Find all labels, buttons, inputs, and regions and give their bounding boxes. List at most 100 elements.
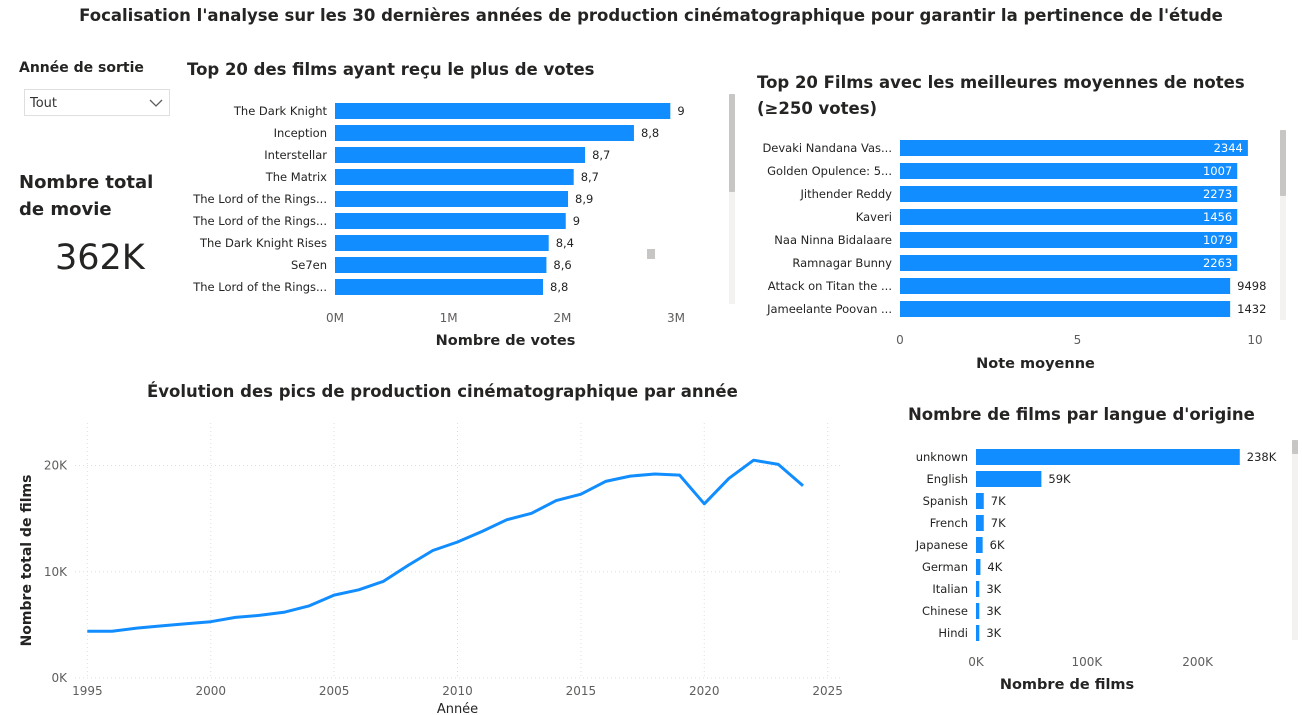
lang-bar (976, 603, 980, 619)
kpi-value: 362K (55, 238, 145, 278)
line-x-tick-label: 2025 (812, 684, 843, 698)
slicer-title: Année de sortie (19, 60, 144, 76)
lang-data-label: 238K (1247, 450, 1277, 464)
lang-data-label: 7K (991, 494, 1006, 508)
lang-x-axis-title: Nombre de films (1000, 677, 1134, 693)
ratings-category-label: Naa Ninna Bidalaare (774, 233, 892, 247)
ratings-x-tick-label: 5 (1074, 333, 1082, 347)
votes-scrollbar-thumb[interactable] (729, 94, 735, 192)
ratings-scroll-track[interactable] (1280, 130, 1286, 320)
ratings-data-label: 1007 (1203, 164, 1232, 178)
ratings-bar (900, 209, 1238, 225)
ratings-data-label: 1432 (1237, 302, 1266, 316)
ratings-bar (900, 232, 1238, 248)
votes-category-label: Interstellar (264, 148, 327, 162)
lang-bar (976, 493, 984, 509)
line-y-tick-label: 10K (44, 565, 68, 579)
line-y-tick-label: 20K (44, 459, 68, 473)
line-x-tick-label: 2020 (689, 684, 720, 698)
line-y-tick-label: 0K (51, 671, 68, 685)
ratings-x-tick-label: 0 (896, 333, 904, 347)
votes-data-label: 8,7 (581, 170, 599, 184)
line-x-tick-label: 2010 (442, 684, 473, 698)
votes-data-label: 8,4 (556, 236, 574, 250)
ratings-category-label: Jameelante Poovan ... (766, 302, 892, 316)
ratings-bar (900, 255, 1238, 271)
lang-category-label: Hindi (938, 626, 968, 640)
lang-x-tick-label: 200K (1182, 655, 1214, 669)
line-x-tick-label: 2000 (195, 684, 226, 698)
lang-x-tick-label: 0K (968, 655, 985, 669)
top-votes-bar-chart: The Dark Knight 9 Inception 8,8 Interstellar… (192, 103, 685, 349)
best-ratings-bar-chart: Devaki Nandana Vas... 2344 Golden Opulence… (762, 140, 1266, 372)
votes-category-label: Se7en (291, 258, 327, 272)
lang-data-label: 3K (986, 604, 1001, 618)
votes-x-tick-label: 3M (667, 311, 685, 325)
lang-category-label: Spanish (923, 494, 968, 508)
production-line-chart: 1995 2000 2005 2010 2015 2020 2025 0K 10K 20K Anné… (19, 423, 843, 715)
votes-category-label: The Matrix (265, 170, 327, 184)
ratings-category-label: Devaki Nandana Vas... (762, 141, 892, 155)
line-series-path (87, 458, 804, 633)
line-x-tick-label: 2005 (319, 684, 350, 698)
kpi-label: Nombre total de movie (19, 172, 154, 220)
line-x-tick-label: 1995 (72, 684, 103, 698)
votes-scroll-indicator (647, 249, 655, 259)
lang-data-label: 7K (991, 516, 1006, 530)
lang-category-label: Italian (932, 582, 968, 596)
votes-bar (335, 169, 574, 185)
lang-bar (976, 581, 980, 597)
line-x-axis-title: Année (437, 702, 478, 715)
votes-bar (335, 191, 569, 207)
ratings-bar (900, 163, 1238, 179)
ratings-data-label: 2273 (1203, 187, 1232, 201)
ratings-bar (900, 186, 1238, 202)
chart-title-top-votes: Top 20 des films ayant reçu le plus de v… (187, 60, 595, 79)
ratings-data-label: 1079 (1203, 233, 1232, 247)
chart-title-best-ratings: Top 20 Films avec les meilleures moyenne… (757, 73, 1245, 118)
languages-bar-chart: unknown 238K English 59K Spanish 7K French 7K Ja… (915, 449, 1277, 693)
lang-bar (976, 515, 984, 531)
votes-data-label: 9 (573, 214, 580, 228)
votes-x-tick-label: 1M (440, 311, 458, 325)
lang-data-label: 3K (986, 582, 1001, 596)
year-slicer-dropdown[interactable]: Tout (24, 89, 170, 116)
votes-x-tick-label: 2M (553, 311, 571, 325)
ratings-category-label: Attack on Titan the ... (768, 279, 892, 293)
ratings-data-label: 2263 (1203, 256, 1232, 270)
ratings-category-label: Kaveri (856, 210, 892, 224)
votes-category-label: The Dark Knight (233, 104, 328, 118)
ratings-x-axis-title: Note moyenne (976, 356, 1095, 372)
votes-category-label: Inception (274, 126, 327, 140)
ratings-category-label: Golden Opulence: 5... (767, 164, 892, 178)
languages-scrollbar-thumb[interactable] (1292, 440, 1298, 454)
votes-category-label: The Lord of the Rings... (192, 192, 327, 206)
votes-bar (335, 257, 547, 273)
chevron-down-icon (149, 99, 163, 107)
lang-category-label: English (926, 472, 968, 486)
votes-bar (335, 235, 549, 251)
languages-scroll-track[interactable] (1292, 440, 1298, 640)
lang-category-label: German (922, 560, 968, 574)
ratings-category-label: Ramnagar Bunny (792, 256, 892, 270)
votes-category-label: The Lord of the Rings... (192, 214, 327, 228)
votes-data-label: 8,6 (553, 258, 571, 272)
votes-bar (335, 125, 634, 141)
lang-data-label: 4K (987, 560, 1002, 574)
lang-bar (976, 559, 981, 575)
lang-category-label: Chinese (922, 604, 968, 618)
votes-bar (335, 147, 586, 163)
ratings-category-label: Jithender Reddy (800, 187, 893, 201)
slicer-selected-value: Tout (30, 96, 58, 111)
ratings-bar (900, 278, 1231, 294)
lang-category-label: French (930, 516, 968, 530)
lang-data-label: 6K (990, 538, 1005, 552)
votes-data-label: 8,7 (592, 148, 610, 162)
votes-scroll-track[interactable] (729, 94, 735, 304)
chart-title-languages: Nombre de films par langue d'origine (908, 405, 1255, 424)
lang-data-label: 59K (1048, 472, 1071, 486)
votes-x-tick-label: 0M (326, 311, 344, 325)
ratings-x-tick-label: 10 (1247, 333, 1262, 347)
lang-bar (976, 625, 980, 641)
ratings-scrollbar-thumb[interactable] (1280, 130, 1286, 196)
